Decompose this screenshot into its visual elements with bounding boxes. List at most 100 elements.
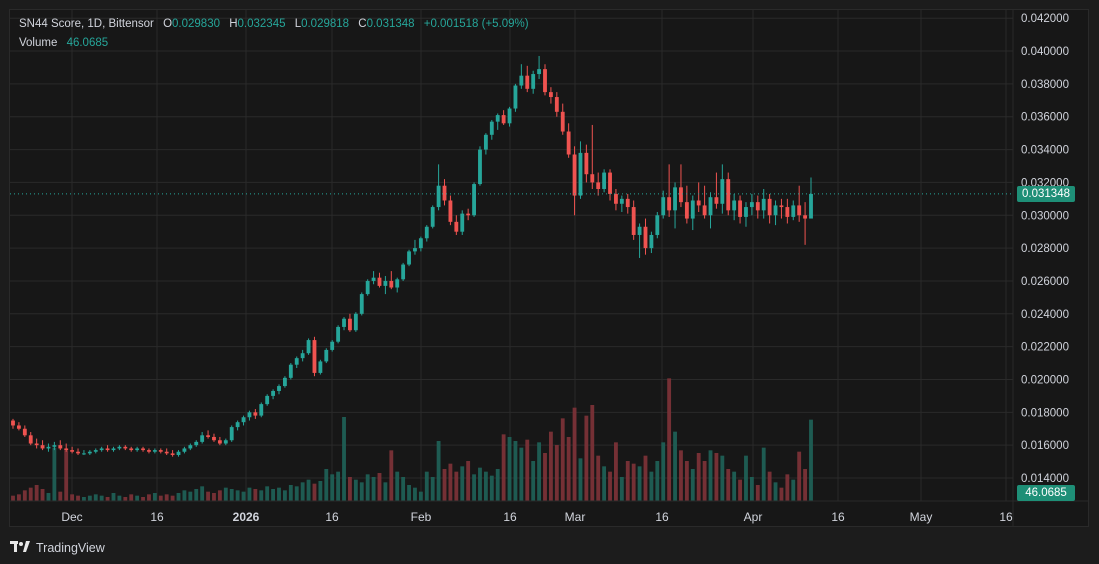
y-tick-label: 0.040000 xyxy=(1021,46,1069,58)
candle-body xyxy=(430,207,435,227)
candle-body xyxy=(401,264,406,280)
volume-bar xyxy=(389,450,394,501)
candle-body xyxy=(442,185,447,201)
volume-bar xyxy=(684,461,689,501)
volume-bar xyxy=(129,494,134,501)
volume-bar xyxy=(64,450,69,501)
candle-body xyxy=(478,149,482,185)
volume-bar xyxy=(619,477,624,501)
volume-bar xyxy=(537,442,542,501)
volume-bar xyxy=(596,455,601,501)
volume-bar xyxy=(22,490,27,501)
volume-bar xyxy=(614,442,618,501)
candle-body xyxy=(46,446,51,449)
candle-body xyxy=(809,193,813,219)
candle-body xyxy=(661,197,666,216)
volume-label[interactable]: Volume xyxy=(19,37,58,49)
candle-body xyxy=(348,318,352,331)
candle-body xyxy=(318,361,323,373)
candle-body xyxy=(625,198,630,208)
volume-bar xyxy=(34,485,39,501)
candle-body xyxy=(543,69,547,93)
candle-body xyxy=(235,422,240,428)
brand-name[interactable]: TradingView xyxy=(36,541,105,555)
candle-body xyxy=(537,69,542,75)
candle-body xyxy=(259,404,264,416)
price-chart[interactable]: 0.042000 0.040000 0.038000 0.036000 0.034000… xyxy=(10,10,1088,526)
volume-bar xyxy=(744,455,748,501)
candle-body xyxy=(28,435,33,444)
volume-bar xyxy=(76,495,80,501)
change-value: +0.001518 (+5.09%) xyxy=(423,18,529,30)
volume-bar xyxy=(147,494,151,501)
x-tick-label: 16 xyxy=(150,510,164,524)
volume-bar xyxy=(495,469,500,501)
candle-body xyxy=(141,448,145,451)
candle-body xyxy=(389,280,394,288)
volume-bar xyxy=(82,497,86,501)
candle-body xyxy=(690,200,695,219)
candle-body xyxy=(377,277,382,286)
candle-body xyxy=(667,197,672,211)
high-label: H xyxy=(229,18,238,30)
volume-bar xyxy=(336,471,341,501)
volume-bar xyxy=(383,482,388,501)
volume-bar xyxy=(312,483,317,501)
ohlc-legend: SN44 Score, 1D, Bittensor O0.029830 H0.0… xyxy=(19,18,529,30)
volume-bar xyxy=(413,487,417,501)
volume-bar xyxy=(489,475,494,501)
candle-body xyxy=(732,200,737,211)
candle-body xyxy=(200,435,205,442)
candle-body xyxy=(643,226,648,249)
volume-bar xyxy=(714,453,719,501)
volume-bar xyxy=(300,482,305,501)
candle-body xyxy=(217,440,222,444)
volume-bar xyxy=(519,447,524,501)
candle-body xyxy=(176,451,181,456)
volume-bar xyxy=(749,477,754,501)
volume-bar xyxy=(342,417,346,501)
last-price-tag: 0.031348 xyxy=(1017,185,1075,202)
volume-bar xyxy=(773,482,778,501)
volume-bar xyxy=(105,497,110,501)
volume-bar xyxy=(454,471,459,501)
last-volume-tag: 46.0685 xyxy=(1017,485,1075,501)
candle-body xyxy=(436,185,441,208)
x-tick-label: Apr xyxy=(744,510,763,524)
candle-body xyxy=(11,420,15,426)
volume-bar xyxy=(288,485,293,501)
volume-bar xyxy=(797,451,802,501)
volume-bar xyxy=(702,461,707,501)
candle-body xyxy=(720,179,725,204)
candle-body xyxy=(52,445,57,447)
candle-body xyxy=(194,441,199,446)
y-tick-label: 0.022000 xyxy=(1021,342,1069,354)
symbol-title[interactable]: SN44 Score, 1D, Bittensor xyxy=(19,18,154,30)
candle-body xyxy=(608,172,612,194)
candle-body xyxy=(590,174,595,183)
volume-bar xyxy=(525,439,530,501)
low-label: L xyxy=(294,18,302,30)
volume-bar xyxy=(58,491,63,501)
close-label: C xyxy=(358,18,367,30)
volume-bar xyxy=(543,453,547,501)
candle-body xyxy=(501,115,506,124)
candle-body xyxy=(785,207,790,217)
candle-body xyxy=(34,443,39,446)
candle-body xyxy=(489,121,494,135)
candlesticks xyxy=(11,55,813,457)
candle-body xyxy=(673,187,677,211)
tradingview-logo-icon[interactable] xyxy=(10,540,30,556)
volume-bar xyxy=(164,494,169,501)
volume-bar xyxy=(353,479,358,501)
volume-bar xyxy=(442,469,447,501)
volume-bar xyxy=(418,491,423,501)
candle-body xyxy=(87,451,92,454)
volume-bar xyxy=(158,495,163,501)
volume-bar xyxy=(430,477,435,501)
candle-body xyxy=(294,358,299,365)
volume-bar xyxy=(247,487,252,501)
candle-body xyxy=(330,341,335,350)
candle-body xyxy=(460,213,465,232)
y-tick-label: 0.034000 xyxy=(1021,145,1069,157)
